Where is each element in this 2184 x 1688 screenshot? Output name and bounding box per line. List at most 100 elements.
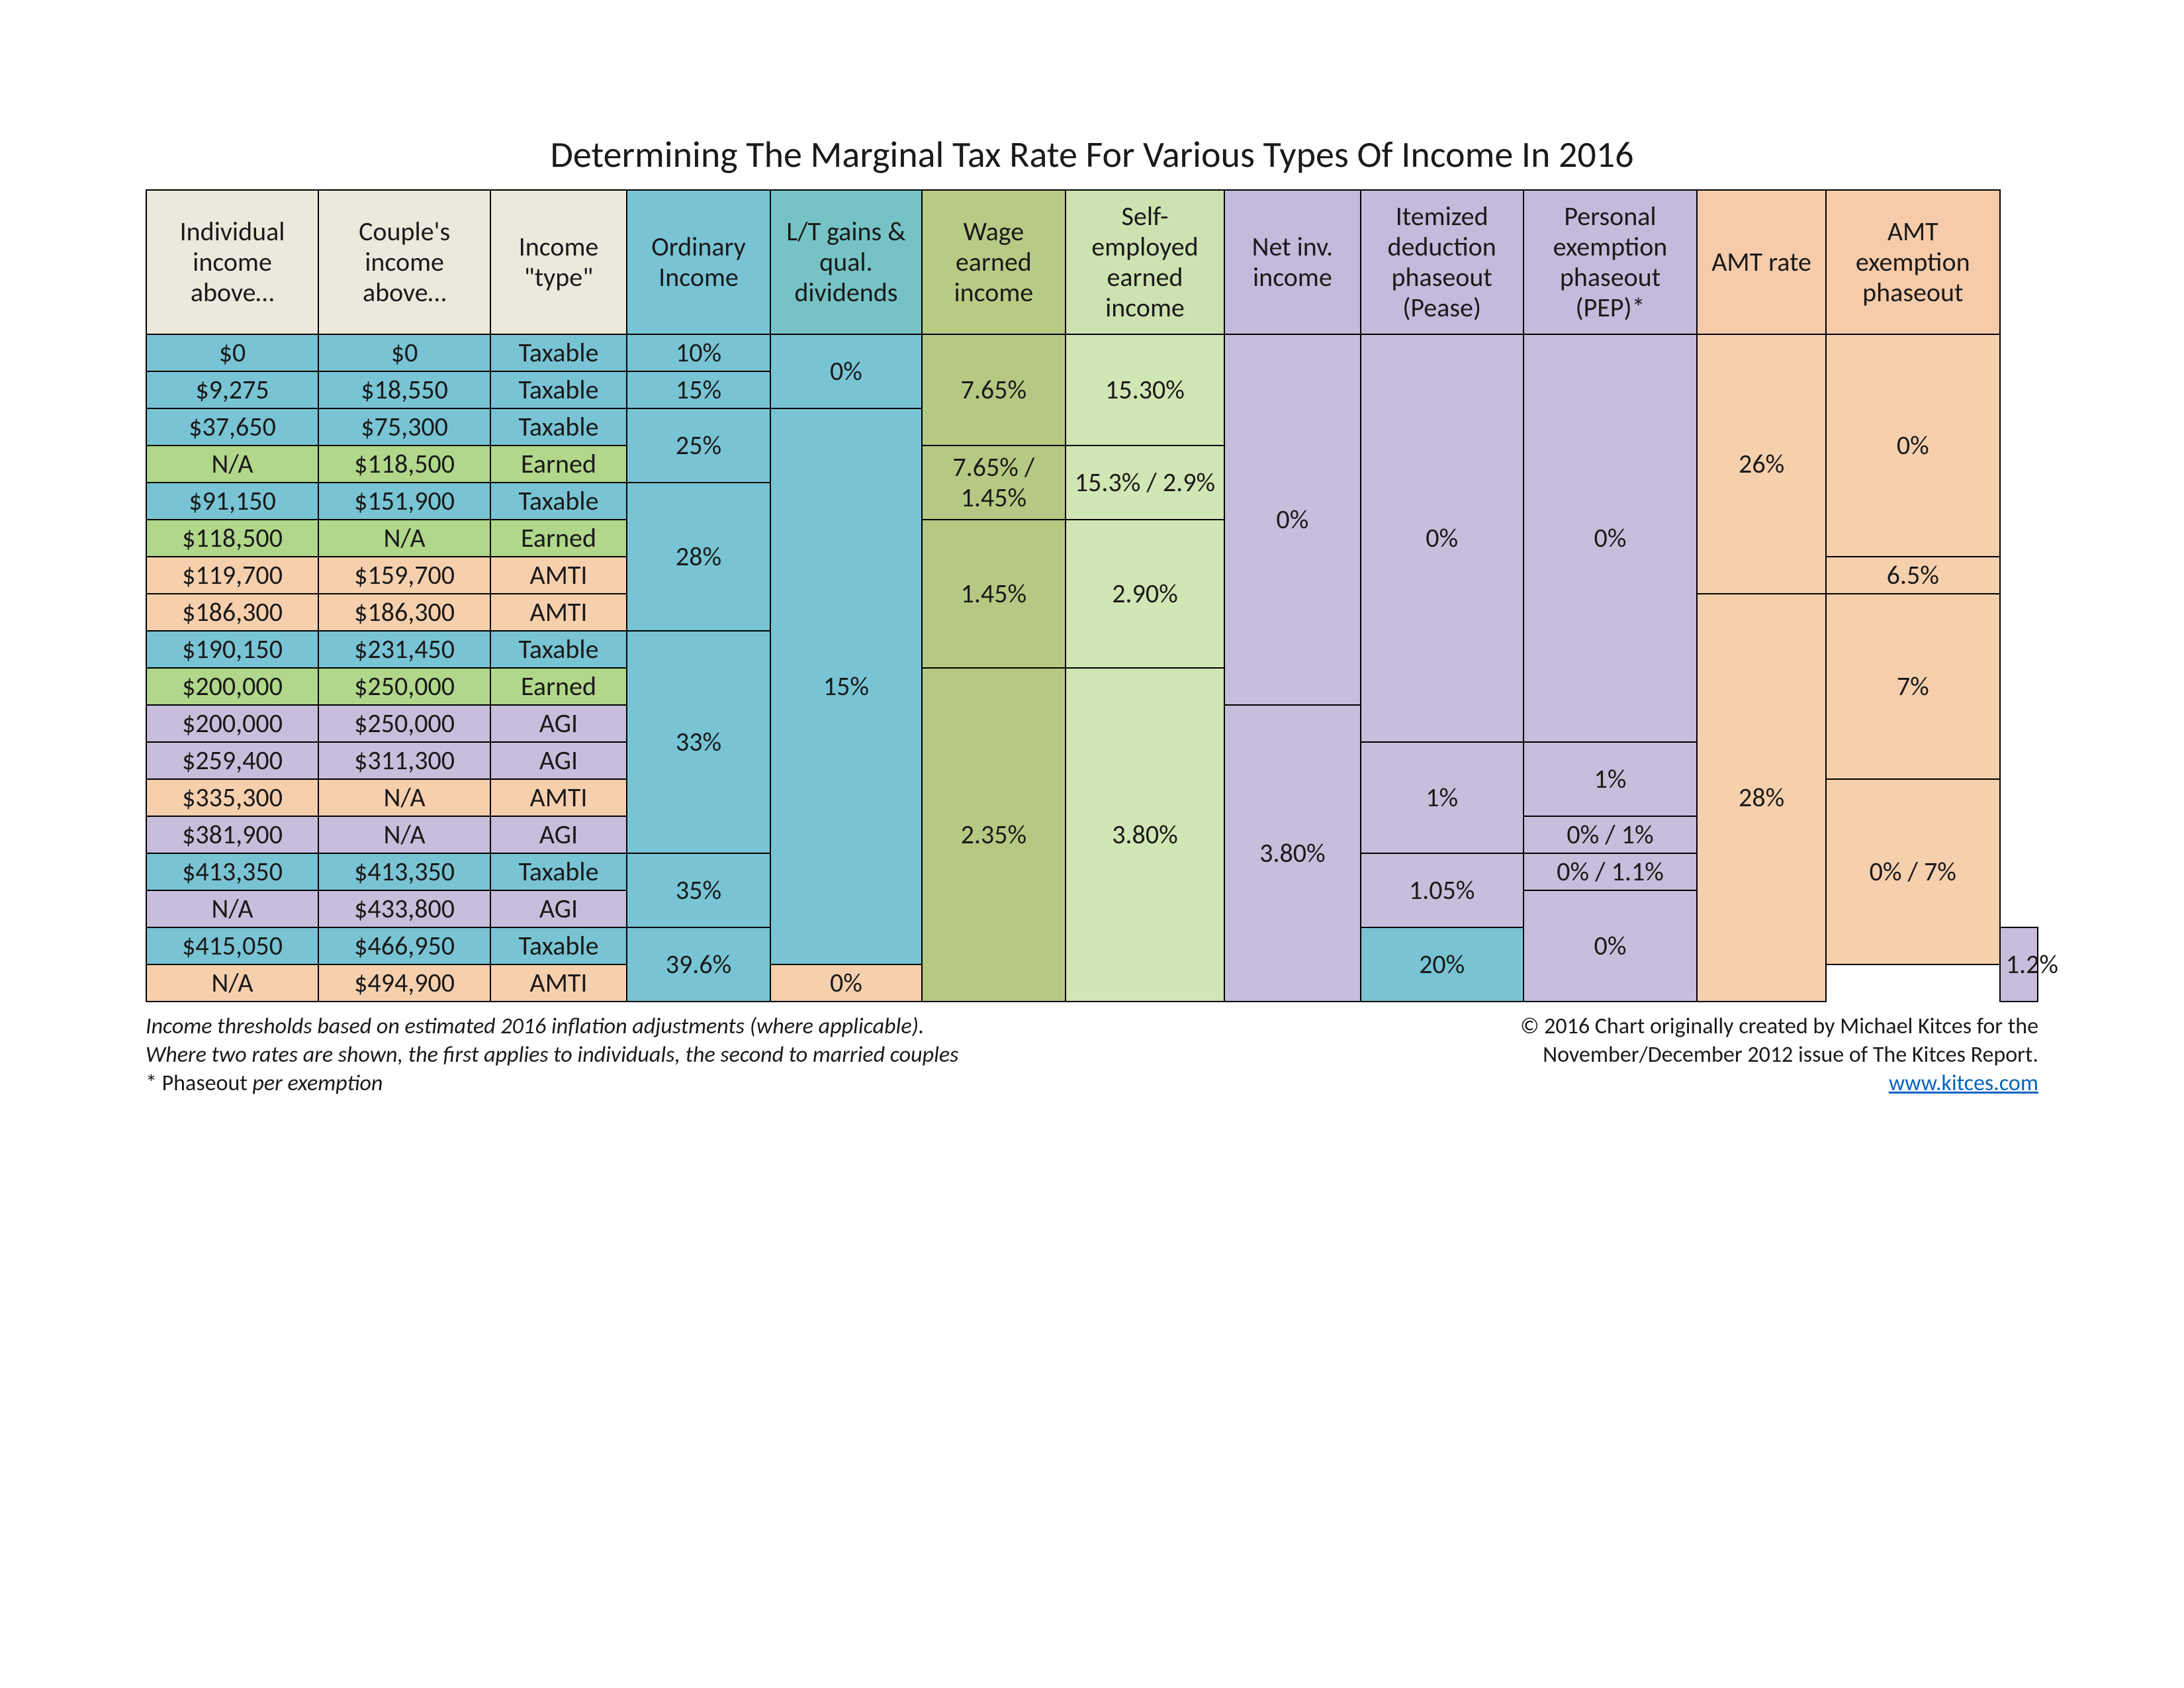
cell-ord: 35% bbox=[627, 853, 770, 927]
cell-ind: N/A bbox=[146, 890, 318, 927]
table-row: $0$0Taxable10%0%7.65%15.30%0%0%0%26%0% bbox=[146, 334, 2038, 371]
page-title: Determining The Marginal Tax Rate For Va… bbox=[146, 132, 2038, 177]
cell-wage: 7.65% / 1.45% bbox=[922, 445, 1066, 520]
cell-amtp: 0% bbox=[1826, 334, 2000, 557]
footnote-right-2: November/December 2012 issue of The Kitc… bbox=[1520, 1041, 2038, 1068]
cell-se: 15.30% bbox=[1066, 334, 1224, 445]
cell-pep: 0% bbox=[1524, 890, 1698, 1002]
col-ord: Ordinary Income bbox=[627, 190, 770, 334]
cell-ord: 39.6% bbox=[627, 927, 770, 1002]
cell-type: AMTI bbox=[490, 964, 627, 1002]
cell-se: 2.90% bbox=[1066, 520, 1224, 668]
cell-amtp: 7% bbox=[1826, 594, 2000, 779]
cell-pep: 0% / 1.1% bbox=[1524, 853, 1698, 890]
cell-type: AGI bbox=[490, 742, 627, 779]
cell-type: AMTI bbox=[490, 594, 627, 631]
cell-ind: N/A bbox=[146, 964, 318, 1002]
cell-couple: $250,000 bbox=[318, 705, 490, 742]
cell-lt: 20% bbox=[1361, 927, 1524, 1002]
cell-amtp: 0% bbox=[770, 964, 922, 1002]
cell-wage: 1.45% bbox=[922, 520, 1066, 668]
cell-couple: N/A bbox=[318, 779, 490, 816]
cell-pease: 1% bbox=[1361, 742, 1524, 853]
cell-ord: 33% bbox=[627, 631, 770, 853]
cell-ord: 28% bbox=[627, 483, 770, 631]
cell-type: Taxable bbox=[490, 483, 627, 520]
tax-table: Individual income above…Couple's income … bbox=[146, 189, 2038, 1002]
cell-lt: 0% bbox=[770, 334, 922, 408]
cell-pease: 1.05% bbox=[1361, 853, 1524, 927]
cell-pep: 0% bbox=[1524, 334, 1698, 742]
cell-amtr: 26% bbox=[1697, 334, 1825, 594]
cell-ord: 25% bbox=[627, 408, 770, 483]
cell-type: Taxable bbox=[490, 371, 627, 408]
cell-ind: $9,275 bbox=[146, 371, 318, 408]
col-couple: Couple's income above… bbox=[318, 190, 490, 334]
cell-couple: $250,000 bbox=[318, 668, 490, 705]
col-wage: Wage earned income bbox=[922, 190, 1066, 334]
cell-couple: $118,500 bbox=[318, 445, 490, 483]
cell-pease: 1.2% bbox=[2000, 927, 2038, 1002]
cell-se: 3.80% bbox=[1066, 668, 1224, 1002]
col-nii: Net inv. income bbox=[1224, 190, 1361, 334]
footnote-left-2: Where two rates are shown, the first app… bbox=[146, 1041, 958, 1068]
cell-nii: 0% bbox=[1224, 334, 1361, 705]
cell-ind: $200,000 bbox=[146, 668, 318, 705]
cell-type: AMTI bbox=[490, 557, 627, 594]
cell-couple: $18,550 bbox=[318, 371, 490, 408]
cell-ind: $118,500 bbox=[146, 520, 318, 557]
cell-type: Taxable bbox=[490, 334, 627, 371]
cell-couple: $186,300 bbox=[318, 594, 490, 631]
col-amtr: AMT rate bbox=[1697, 190, 1825, 334]
cell-wage: 7.65% bbox=[922, 334, 1066, 445]
cell-ind: $0 bbox=[146, 334, 318, 371]
cell-type: Earned bbox=[490, 520, 627, 557]
cell-amtp: 0% / 7% bbox=[1826, 779, 2000, 964]
cell-ord: 15% bbox=[627, 371, 770, 408]
cell-couple: $231,450 bbox=[318, 631, 490, 668]
cell-ind: $190,150 bbox=[146, 631, 318, 668]
cell-couple: $311,300 bbox=[318, 742, 490, 779]
cell-ind: $200,000 bbox=[146, 705, 318, 742]
cell-type: AGI bbox=[490, 890, 627, 927]
cell-nii: 3.80% bbox=[1224, 705, 1361, 1002]
col-pease: Itemized deduction phaseout (Pease) bbox=[1361, 190, 1524, 334]
footnote-left-1: Income thresholds based on estimated 201… bbox=[146, 1013, 958, 1040]
col-type: Income "type" bbox=[490, 190, 627, 334]
cell-pep: 0% / 1% bbox=[1524, 816, 1698, 853]
cell-se: 15.3% / 2.9% bbox=[1066, 445, 1224, 520]
cell-couple: $433,800 bbox=[318, 890, 490, 927]
col-lt: L/T gains & qual. dividends bbox=[770, 190, 922, 334]
cell-type: AMTI bbox=[490, 779, 627, 816]
cell-type: Taxable bbox=[490, 853, 627, 890]
cell-type: Taxable bbox=[490, 927, 627, 964]
cell-amtr: 28% bbox=[1697, 594, 1825, 1002]
cell-couple: $75,300 bbox=[318, 408, 490, 445]
cell-couple: $151,900 bbox=[318, 483, 490, 520]
cell-ind: $91,150 bbox=[146, 483, 318, 520]
col-amtp: AMT exemption phaseout bbox=[1826, 190, 2000, 334]
cell-type: Earned bbox=[490, 445, 627, 483]
cell-ind: $415,050 bbox=[146, 927, 318, 964]
cell-ind: $186,300 bbox=[146, 594, 318, 631]
cell-type: AGI bbox=[490, 816, 627, 853]
footnotes: Income thresholds based on estimated 201… bbox=[146, 1011, 2038, 1098]
cell-couple: $413,350 bbox=[318, 853, 490, 890]
cell-ind: N/A bbox=[146, 445, 318, 483]
col-pep: Personal exemption phaseout (PEP)* bbox=[1524, 190, 1698, 334]
cell-type: Taxable bbox=[490, 408, 627, 445]
cell-couple: $159,700 bbox=[318, 557, 490, 594]
cell-lt: 15% bbox=[770, 408, 922, 964]
cell-ind: $119,700 bbox=[146, 557, 318, 594]
cell-couple: $494,900 bbox=[318, 964, 490, 1002]
cell-couple: N/A bbox=[318, 816, 490, 853]
cell-amtp: 6.5% bbox=[1826, 557, 2000, 594]
source-link[interactable]: www.kitces.com bbox=[1889, 1070, 2038, 1097]
footnote-left-3: * Phaseout per exemption bbox=[146, 1070, 958, 1097]
cell-ind: $381,900 bbox=[146, 816, 318, 853]
cell-pease: 0% bbox=[1361, 334, 1524, 742]
cell-type: Taxable bbox=[490, 631, 627, 668]
col-ind: Individual income above… bbox=[146, 190, 318, 334]
cell-type: Earned bbox=[490, 668, 627, 705]
cell-couple: N/A bbox=[318, 520, 490, 557]
